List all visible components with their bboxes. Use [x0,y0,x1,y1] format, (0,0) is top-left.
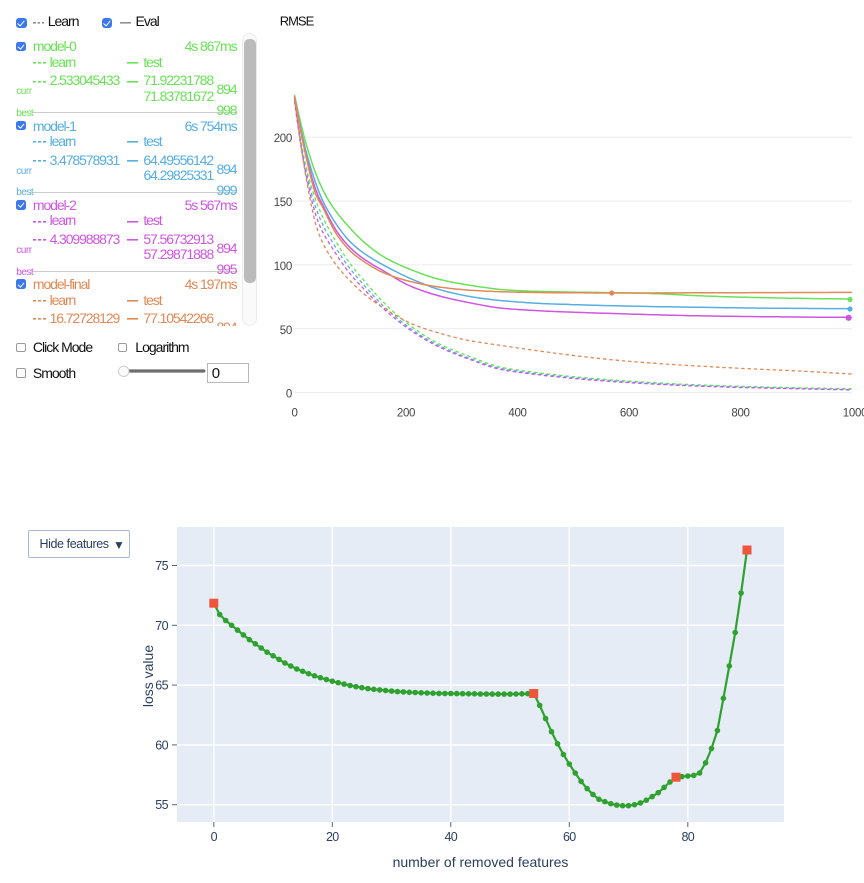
svg-text:80: 80 [681,830,694,844]
svg-text:RMSE: RMSE [280,13,315,28]
svg-text:600: 600 [620,408,638,420]
svg-text:75: 75 [155,559,168,573]
svg-text:50: 50 [280,325,292,337]
svg-text:150: 150 [274,197,292,209]
svg-text:800: 800 [731,408,749,420]
svg-text:200: 200 [274,133,292,145]
svg-text:loss value: loss value [140,645,156,707]
svg-text:65: 65 [155,679,168,693]
svg-text:20: 20 [326,830,339,844]
svg-text:70: 70 [155,619,168,633]
svg-text:200: 200 [397,408,415,420]
svg-text:55: 55 [155,798,168,812]
svg-text:0: 0 [286,389,292,401]
svg-text:60: 60 [155,738,168,752]
svg-text:100: 100 [274,261,292,273]
svg-text:40: 40 [444,830,457,844]
svg-text:number of removed features: number of removed features [393,854,569,870]
svg-text:60: 60 [563,830,576,844]
svg-text:0: 0 [291,408,297,420]
svg-text:0: 0 [211,830,218,844]
svg-text:400: 400 [508,408,526,420]
